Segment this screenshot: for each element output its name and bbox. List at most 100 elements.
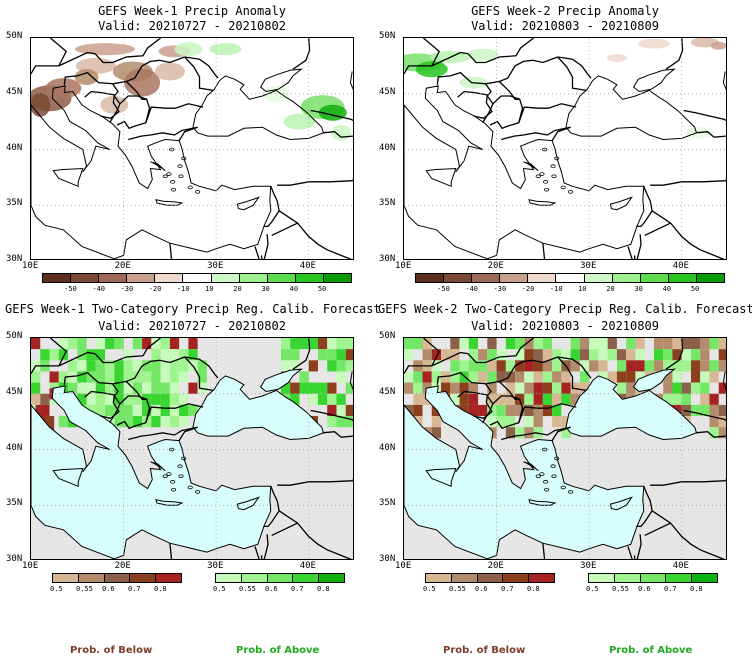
country-border bbox=[126, 356, 185, 383]
prob-below-colorbar-right bbox=[425, 573, 555, 583]
country-border bbox=[126, 56, 185, 83]
mediterranean-sea bbox=[404, 85, 645, 259]
aegean-island bbox=[187, 485, 193, 490]
probability-cell bbox=[160, 338, 170, 350]
colorbar-swatch bbox=[529, 574, 554, 582]
colorbar-swatch bbox=[500, 274, 529, 282]
colorbar-tick-label: 0.7 bbox=[501, 585, 514, 593]
probability-cell bbox=[290, 349, 300, 361]
probability-cell bbox=[690, 404, 701, 417]
probability-cell bbox=[345, 360, 353, 372]
country-border bbox=[557, 356, 587, 392]
probability-cell bbox=[169, 393, 180, 405]
probability-cell bbox=[552, 393, 562, 405]
probability-cell bbox=[308, 338, 318, 350]
colorbar-swatch bbox=[99, 274, 128, 282]
colorbar-tick-label: 0.8 bbox=[690, 585, 703, 593]
aegean-island bbox=[169, 447, 175, 452]
panel2-map bbox=[403, 37, 727, 260]
panel3-svg bbox=[31, 338, 353, 559]
probability-cell bbox=[690, 382, 701, 394]
probability-cell bbox=[681, 338, 691, 350]
land-background bbox=[404, 38, 726, 259]
panel3-map bbox=[30, 337, 354, 560]
probability-cell bbox=[579, 371, 590, 383]
colorbar-tick-label: 40 bbox=[662, 285, 672, 293]
probability-cell bbox=[616, 382, 627, 394]
probability-cell bbox=[404, 349, 414, 361]
probability-cell bbox=[505, 338, 516, 350]
probability-cell bbox=[327, 393, 337, 405]
precip-anomaly-area bbox=[466, 48, 499, 61]
country-border bbox=[116, 395, 151, 430]
probability-cell bbox=[31, 371, 41, 383]
probability-cell bbox=[709, 338, 719, 350]
probability-cell bbox=[105, 393, 115, 405]
country-border bbox=[467, 38, 534, 64]
cyprus-island bbox=[236, 496, 260, 511]
probability-cell bbox=[524, 382, 534, 394]
aegean-island bbox=[177, 464, 183, 469]
probability-cell bbox=[672, 349, 682, 361]
probability-cell bbox=[478, 360, 488, 372]
probability-cell bbox=[299, 338, 309, 350]
probability-cell bbox=[151, 338, 161, 350]
country-border bbox=[292, 338, 311, 370]
aegean-island bbox=[543, 180, 549, 184]
colorbar-swatch bbox=[451, 574, 478, 582]
country-border bbox=[551, 426, 571, 441]
probability-cell bbox=[280, 382, 291, 394]
probability-cell bbox=[505, 371, 516, 383]
latitude-label: 35N bbox=[379, 498, 396, 509]
colorbar-tick-label: 20 bbox=[606, 285, 615, 293]
probability-cell bbox=[505, 393, 516, 405]
country-border bbox=[650, 178, 726, 186]
colorbar-tick-label: 0.6 bbox=[102, 585, 115, 593]
panel2-valid: Valid: 20210803 - 20210809 bbox=[471, 19, 659, 33]
probability-cell bbox=[542, 404, 553, 417]
probability-cell bbox=[317, 349, 328, 361]
probability-cell bbox=[505, 382, 516, 394]
probability-cell bbox=[718, 338, 726, 350]
country-border bbox=[292, 38, 311, 70]
probability-cell bbox=[570, 338, 580, 350]
colorbar-swatch bbox=[640, 274, 669, 282]
probability-cell bbox=[58, 371, 69, 383]
probability-cell bbox=[317, 382, 328, 394]
probability-cell bbox=[169, 338, 180, 350]
probability-cell bbox=[132, 393, 143, 405]
colorbar-tick-label: -20 bbox=[148, 285, 162, 293]
probability-cell bbox=[468, 393, 479, 405]
probability-cell bbox=[404, 371, 414, 383]
colorbar-swatch bbox=[183, 274, 212, 282]
probability-cell bbox=[404, 338, 414, 350]
colorbar-tick-label: 0.6 bbox=[265, 585, 278, 593]
country-border bbox=[683, 109, 726, 122]
probability-cell bbox=[31, 382, 41, 394]
probability-cell bbox=[142, 404, 152, 417]
probability-cell bbox=[663, 371, 673, 383]
colorbar-swatch bbox=[155, 274, 184, 282]
country-border bbox=[63, 71, 121, 124]
probability-cell bbox=[487, 393, 497, 405]
colorbar-swatch bbox=[319, 574, 344, 582]
probability-cell bbox=[431, 349, 442, 361]
latitude-label: 45N bbox=[6, 86, 23, 97]
probability-cell bbox=[188, 338, 198, 350]
probability-cell bbox=[533, 371, 543, 383]
colorbar-tick-label: 10 bbox=[578, 285, 587, 293]
country-border bbox=[145, 103, 204, 123]
probability-cell bbox=[653, 338, 664, 350]
precip-anomaly-area bbox=[75, 43, 136, 56]
aegean-island bbox=[560, 185, 566, 190]
country-border bbox=[169, 543, 173, 559]
probability-cell bbox=[169, 404, 180, 417]
probability-cell bbox=[626, 338, 636, 350]
longitude-label: 30E bbox=[580, 561, 597, 571]
probability-cell bbox=[515, 404, 525, 417]
probability-cell bbox=[77, 360, 87, 372]
probability-cell bbox=[86, 371, 96, 383]
probability-cell bbox=[524, 360, 534, 372]
longitude-label: 40E bbox=[672, 261, 689, 271]
probability-cell bbox=[468, 404, 479, 417]
